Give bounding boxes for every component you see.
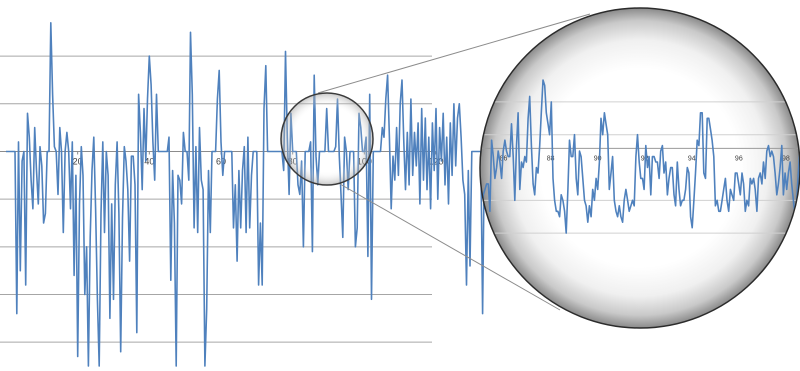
main-x-tick-label: 60 <box>216 156 226 166</box>
zoom-gridlines <box>480 101 800 234</box>
zoom-lens-border <box>479 7 800 329</box>
zoom-source-circle <box>280 92 374 186</box>
zoom-series-line <box>480 79 800 250</box>
main-x-tick-labels: 20406080100120 <box>73 151 444 166</box>
zoom-lens: 86 88 90 92 94 96 98 <box>479 7 800 329</box>
main-x-tick-label: 120 <box>428 156 443 166</box>
zoom-connector-top <box>317 13 591 94</box>
zoom-x-tick-label: 88 <box>547 155 555 162</box>
zoom-connector-lines <box>317 13 591 311</box>
zoom-x-tick-label: 86 <box>500 155 508 162</box>
main-x-tick-label: 40 <box>144 156 154 166</box>
zoom-x-tick-label: 98 <box>782 155 790 162</box>
main-x-tick-label: 20 <box>73 156 83 166</box>
zoom-connector-bottom <box>339 183 561 311</box>
zoom-x-tick-label: 96 <box>735 155 743 162</box>
zoom-x-tick-label: 94 <box>688 155 696 162</box>
zoom-x-tick-label: 90 <box>594 155 602 162</box>
main-gridlines <box>0 55 432 343</box>
